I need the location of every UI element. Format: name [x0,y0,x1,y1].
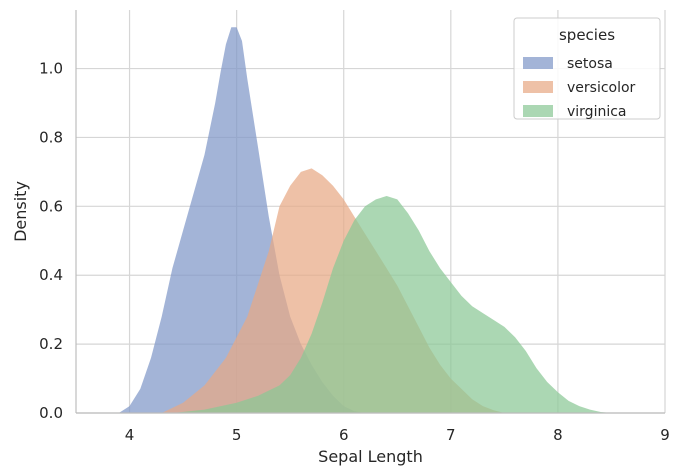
density-area-setosa [118,27,366,413]
x-tick-labels: 4 5 6 7 8 9 [125,426,670,444]
legend-items: setosa versicolor virginica [523,56,636,120]
legend-title: species [559,26,615,44]
x-tick-label: 6 [339,426,349,444]
x-axis-label: Sepal Length [318,447,423,466]
x-tick-label: 5 [232,426,242,444]
y-axis-label: Density [11,181,30,242]
y-tick-label: 0.6 [39,197,63,215]
x-tick-label: 8 [553,426,563,444]
x-tick-label: 9 [660,426,670,444]
y-tick-label: 0.4 [39,266,63,284]
legend-swatch-virginica [523,105,553,117]
x-tick-label: 7 [446,426,456,444]
density-areas [118,27,612,413]
legend-label-setosa: setosa [567,56,613,72]
density-area-virginica [172,196,612,413]
y-tick-label: 0.8 [39,128,63,146]
legend-label-versicolor: versicolor [567,80,636,96]
legend-box [513,17,661,120]
legend-swatch-versicolor [523,81,553,93]
axis-spines [75,10,665,414]
x-tick-label: 4 [125,426,135,444]
y-tick-label: 0.0 [39,404,63,422]
y-tick-label: 0.2 [39,335,63,353]
legend: species setosa versicolor virginica [513,17,661,120]
legend-label-virginica: virginica [567,104,627,120]
y-tick-labels: 0.0 0.2 0.4 0.6 0.8 1.0 [39,60,63,422]
y-tick-label: 1.0 [39,60,63,78]
legend-swatch-setosa [523,57,553,69]
